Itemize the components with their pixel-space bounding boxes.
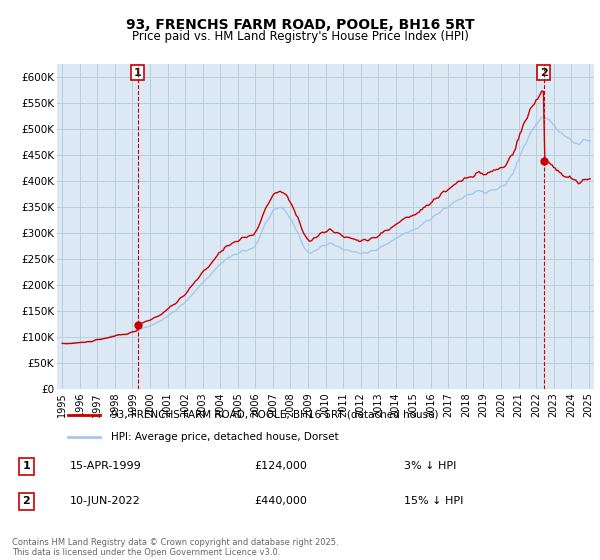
Text: HPI: Average price, detached house, Dorset: HPI: Average price, detached house, Dors… — [111, 432, 338, 441]
Text: 1: 1 — [23, 461, 30, 471]
Text: Price paid vs. HM Land Registry's House Price Index (HPI): Price paid vs. HM Land Registry's House … — [131, 30, 469, 43]
Text: 93, FRENCHS FARM ROAD, POOLE, BH16 5RT (detached house): 93, FRENCHS FARM ROAD, POOLE, BH16 5RT (… — [111, 410, 438, 420]
Text: 93, FRENCHS FARM ROAD, POOLE, BH16 5RT: 93, FRENCHS FARM ROAD, POOLE, BH16 5RT — [125, 18, 475, 32]
Text: 15-APR-1999: 15-APR-1999 — [70, 461, 142, 471]
Text: 3% ↓ HPI: 3% ↓ HPI — [404, 461, 456, 471]
Text: 2: 2 — [23, 496, 30, 506]
Text: 15% ↓ HPI: 15% ↓ HPI — [404, 496, 463, 506]
Text: 1: 1 — [134, 68, 142, 77]
Text: 2: 2 — [540, 68, 548, 77]
Text: Contains HM Land Registry data © Crown copyright and database right 2025.
This d: Contains HM Land Registry data © Crown c… — [12, 538, 338, 557]
Text: £440,000: £440,000 — [254, 496, 307, 506]
Text: £124,000: £124,000 — [254, 461, 307, 471]
Text: 10-JUN-2022: 10-JUN-2022 — [70, 496, 140, 506]
